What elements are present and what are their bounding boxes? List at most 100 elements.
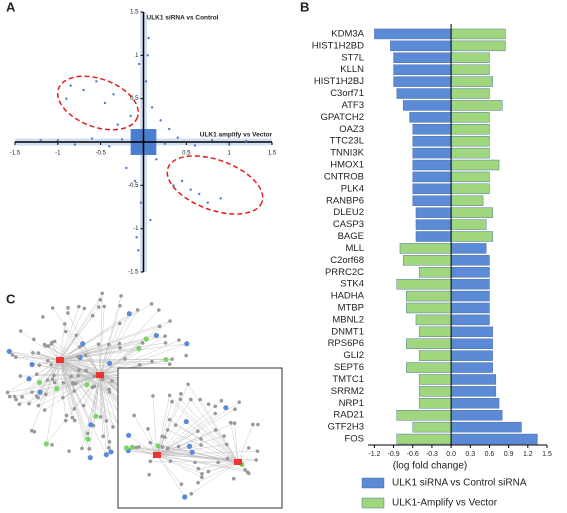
node — [101, 434, 105, 439]
bar — [412, 135, 452, 147]
node — [160, 434, 165, 439]
edge — [59, 358, 173, 361]
x-tick-label: 1 — [227, 151, 231, 157]
node — [13, 355, 18, 359]
node — [80, 341, 86, 347]
node — [80, 446, 84, 451]
bar — [418, 398, 452, 409]
category-label: GTF2H3 — [328, 422, 364, 433]
node — [177, 338, 181, 342]
edge — [59, 342, 143, 361]
node — [92, 374, 97, 379]
node — [189, 397, 193, 402]
edge — [198, 461, 239, 469]
point — [39, 139, 42, 142]
category-label: MLL — [346, 243, 364, 254]
point — [149, 218, 152, 222]
node — [146, 427, 150, 431]
node — [49, 362, 53, 367]
node — [213, 428, 218, 432]
edge — [47, 374, 101, 381]
node — [50, 377, 55, 381]
edge — [59, 313, 130, 361]
category-label: DNMT1 — [331, 326, 364, 337]
node — [6, 348, 12, 354]
node — [148, 440, 153, 445]
highlight-ellipse — [166, 155, 264, 215]
node — [50, 306, 55, 310]
bar — [450, 326, 493, 338]
edge — [156, 400, 222, 456]
node — [111, 425, 115, 429]
y-tick-label: 0.5 — [130, 96, 139, 102]
edge — [38, 359, 61, 406]
node — [98, 415, 103, 419]
node — [196, 429, 200, 434]
node — [117, 341, 122, 346]
bar — [399, 243, 452, 254]
bar — [450, 28, 506, 40]
point — [172, 184, 175, 187]
node — [63, 329, 68, 334]
node — [12, 394, 17, 399]
node — [168, 319, 172, 323]
bar — [450, 64, 490, 75]
node — [52, 380, 57, 385]
bar — [450, 40, 506, 52]
node — [135, 308, 140, 312]
node — [179, 482, 184, 487]
x-tick-label: 0.3 — [465, 451, 475, 458]
edge — [89, 374, 101, 449]
panel-label: B — [300, 0, 309, 14]
bar — [418, 267, 452, 278]
panel-label: A — [6, 0, 16, 14]
node — [231, 476, 236, 481]
node — [123, 445, 129, 451]
category-label: ST7L — [341, 52, 364, 63]
point — [73, 143, 77, 146]
node — [67, 449, 71, 453]
edge — [65, 331, 101, 376]
node — [140, 340, 145, 345]
edge — [76, 335, 101, 376]
node — [41, 315, 45, 319]
node — [66, 306, 70, 310]
node — [243, 468, 247, 472]
node — [107, 387, 111, 392]
node — [119, 294, 123, 298]
node — [96, 305, 101, 309]
node — [32, 429, 37, 434]
node — [81, 403, 86, 408]
node — [45, 378, 50, 382]
x-tick-label: -1 — [55, 151, 61, 157]
bar — [412, 195, 452, 206]
y-axis-label: ULK1 siRNA vs Control — [147, 15, 219, 22]
node — [46, 344, 51, 348]
edge — [156, 444, 202, 456]
node — [225, 456, 230, 461]
y-tick-label: -1.5 — [128, 270, 139, 276]
bar — [402, 100, 452, 111]
point — [147, 36, 150, 40]
node — [29, 361, 35, 368]
edge — [128, 450, 158, 456]
point — [137, 249, 140, 252]
edge — [99, 293, 103, 376]
x-tick-label: -0.3 — [426, 451, 438, 458]
point — [176, 136, 179, 139]
node — [32, 337, 36, 342]
legend-label: ULK1-Amplify vs Vector — [392, 498, 498, 509]
x-tick-label: 1.5 — [268, 151, 277, 157]
bar — [406, 362, 452, 373]
bar — [450, 386, 497, 397]
node — [173, 423, 178, 427]
category-label: TNNI3K — [330, 148, 364, 159]
edge — [28, 359, 61, 404]
x-tick-label: -0.5 — [95, 151, 106, 157]
node — [61, 381, 66, 385]
edge — [9, 351, 61, 361]
bar — [450, 421, 522, 433]
node — [228, 420, 233, 425]
point — [155, 158, 158, 161]
node — [49, 342, 54, 346]
